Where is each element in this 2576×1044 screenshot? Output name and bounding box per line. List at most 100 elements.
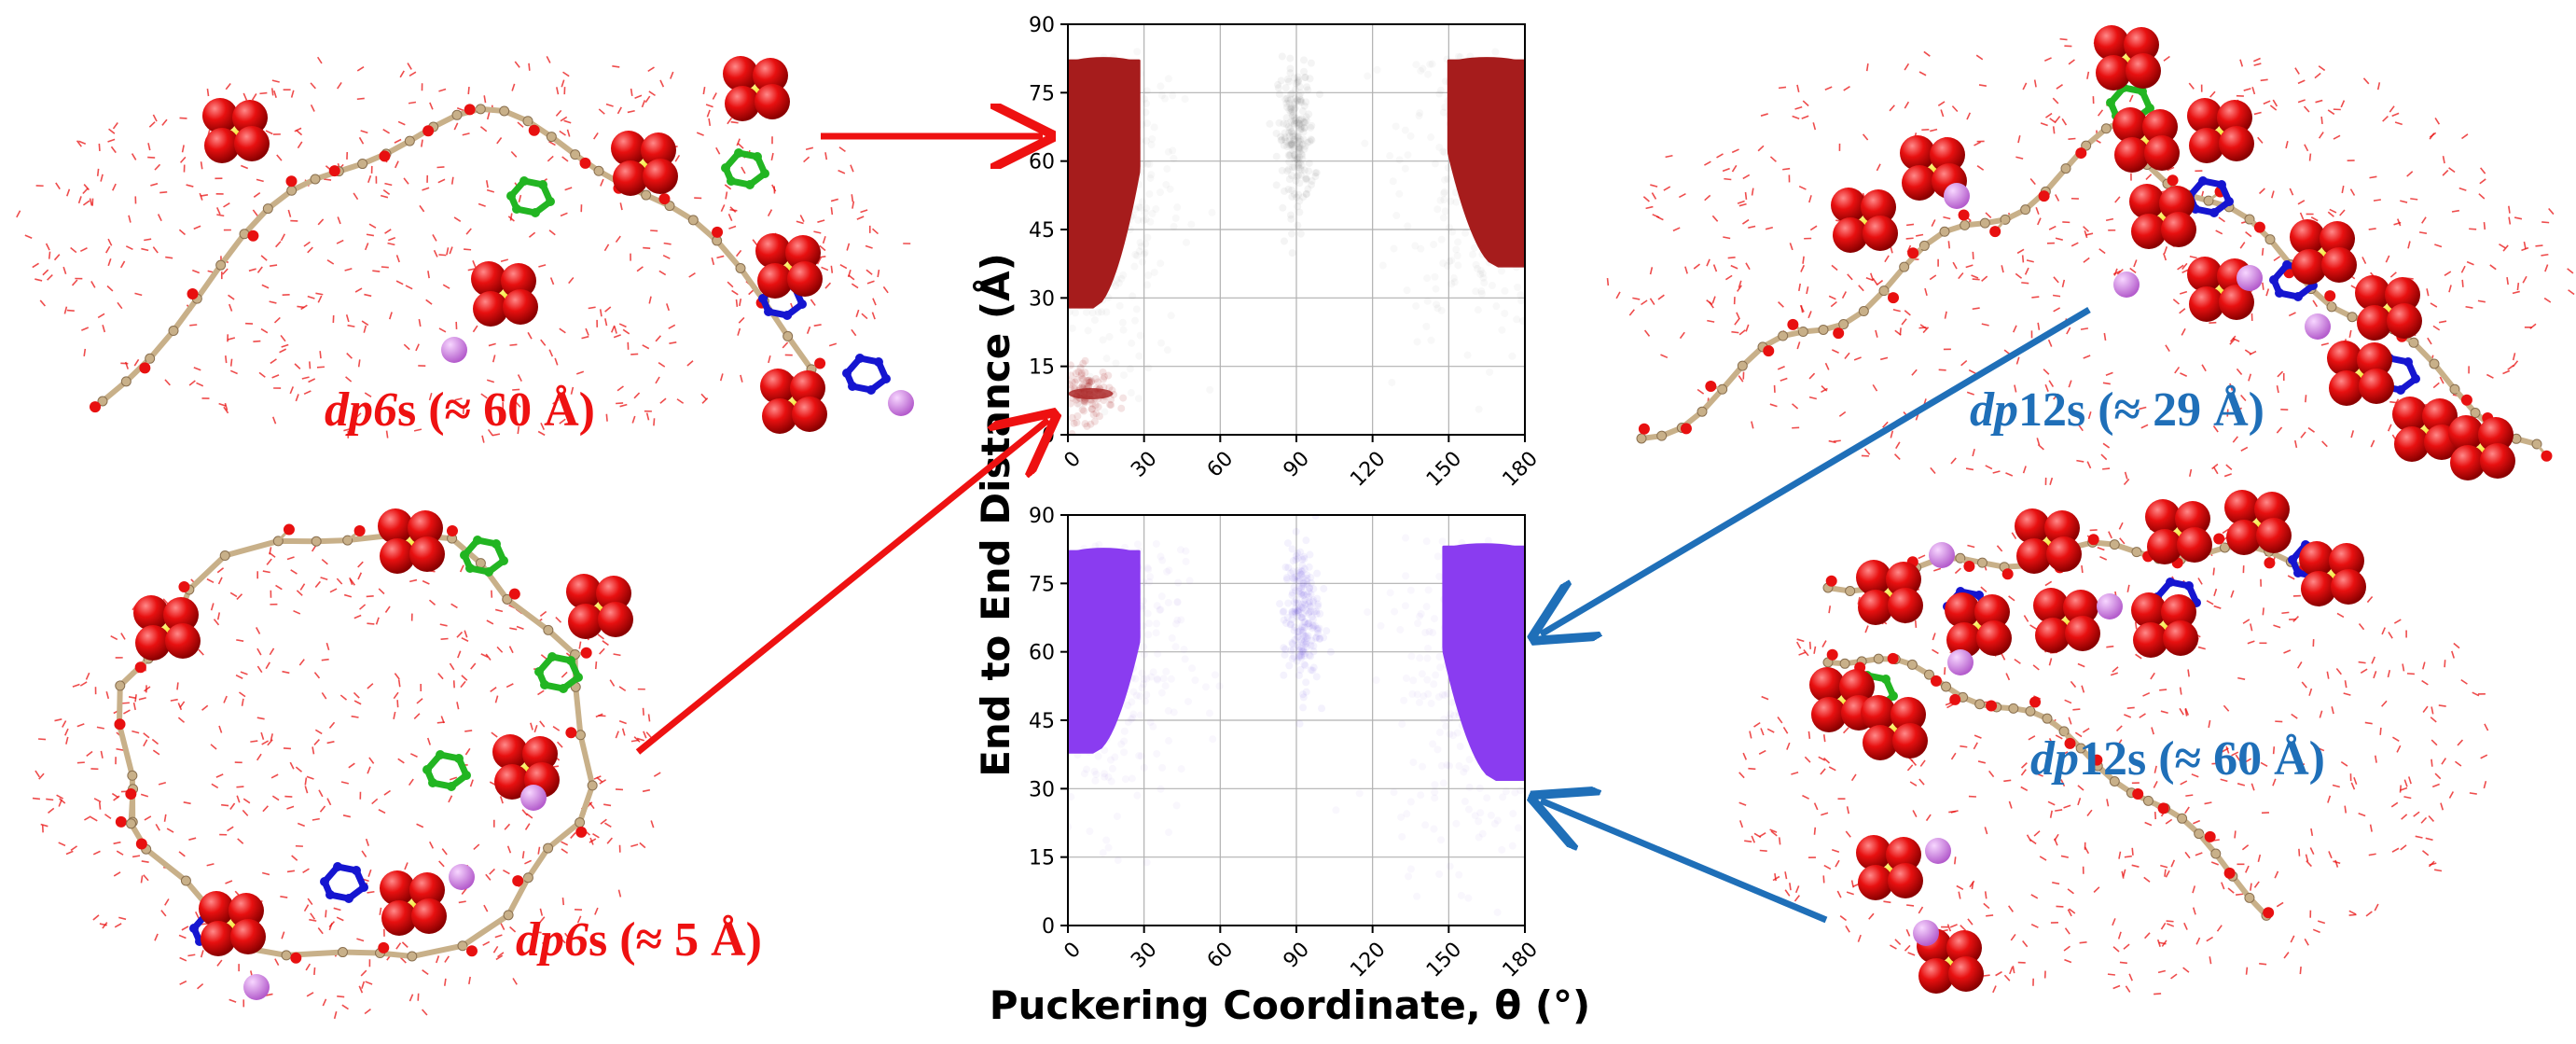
water-molecule [1822,875,1825,884]
sparse-point [1297,654,1306,662]
sparse-point [1068,399,1074,408]
haze-point [1136,203,1144,212]
sparse-point [1289,646,1297,654]
x-tick-label: 150 [1422,447,1466,491]
water-molecule [98,801,102,810]
haze-point [1131,205,1140,214]
water-molecule [2262,607,2264,616]
water-molecule [152,749,160,756]
water-molecule [2040,122,2048,127]
haze-point [1390,788,1398,797]
water-molecule [1872,383,1878,392]
water-molecule [2486,373,2494,379]
water-molecule [2251,783,2255,791]
water-molecule [1924,287,1928,297]
water-molecule [1893,453,1901,460]
water-molecule [2112,984,2121,990]
haze-point [1165,737,1173,745]
residue-atom [534,667,544,676]
water-molecule [1842,727,1849,734]
water-molecule [1984,891,1987,899]
sparse-point [1282,99,1291,107]
sulfate-oxygen [2124,27,2159,63]
sparse-point [1302,639,1310,647]
sparse-point [1295,160,1303,168]
water-molecule [2508,216,2512,225]
water-molecule [81,327,90,331]
water-molecule [453,216,462,222]
sparse-point [1295,606,1303,615]
sulfate-oxygen [566,574,602,609]
water-molecule [1883,900,1891,904]
water-molecule [161,118,168,126]
residue-atom [764,307,773,316]
haze-point [1447,257,1456,265]
water-molecule [2281,611,2290,615]
sparse-point [1100,372,1108,381]
water-molecule [816,257,822,265]
sulfate-oxygen [1856,835,1891,870]
water-molecule [2112,666,2119,673]
sparse-point [1304,619,1312,628]
water-molecule [2237,783,2246,786]
water-molecule [1905,223,1915,227]
haze-point [1439,779,1447,787]
water-molecule [2043,369,2050,375]
oxygen-atom [1949,693,1961,705]
sparse-point [1071,378,1079,386]
water-molecule [1958,891,1961,899]
water-molecule [1751,835,1756,843]
sparse-point [1300,637,1309,646]
sulfate-oxygen [2478,417,2514,452]
water-molecule [72,683,80,688]
water-molecule [1821,640,1827,647]
residue-atom [734,148,743,158]
water-molecule [2425,837,2433,842]
water-molecule [224,402,229,411]
water-molecule [2478,193,2486,200]
haze-point [1139,597,1147,606]
water-molecule [305,963,312,971]
water-molecule [2410,198,2418,201]
sparse-point [1077,370,1086,379]
water-molecule [76,140,82,147]
water-molecule [131,153,137,160]
sparse-point [1282,137,1291,146]
haze-point [1185,577,1194,585]
water-molecule [1738,280,1742,288]
water-molecule [593,132,599,140]
water-molecule [297,141,303,149]
haze-point [1215,682,1224,690]
sparse-point [1290,135,1298,144]
water-molecule [2239,59,2244,67]
water-molecule [2177,264,2184,271]
water-molecule [1798,651,1807,656]
sparse-point [1290,151,1298,160]
sulfate-oxygen [2096,55,2131,90]
sparse-point [1290,104,1298,113]
water-molecule [2318,65,2326,72]
water-molecule [422,579,430,585]
sparse-point [1292,551,1300,560]
water-molecule [1937,101,1946,106]
water-molecule [408,778,414,786]
sparse-point [1282,576,1291,584]
water-molecule [1995,970,2002,977]
water-molecule [216,214,225,217]
haze-point [1443,261,1451,270]
water-molecule [2373,671,2377,679]
water-molecule [2124,855,2132,858]
oxygen-atom [1826,648,1838,661]
water-molecule [357,561,364,568]
water-molecule [2442,169,2449,176]
water-molecule [92,914,100,921]
oxygen-atom [290,952,302,964]
water-molecule [1794,105,1803,110]
water-molecule [90,816,98,822]
water-molecule [328,721,336,729]
water-molecule [96,168,100,176]
water-molecule [1904,944,1911,952]
sparse-point [1298,626,1307,634]
sparse-point [1292,595,1300,604]
